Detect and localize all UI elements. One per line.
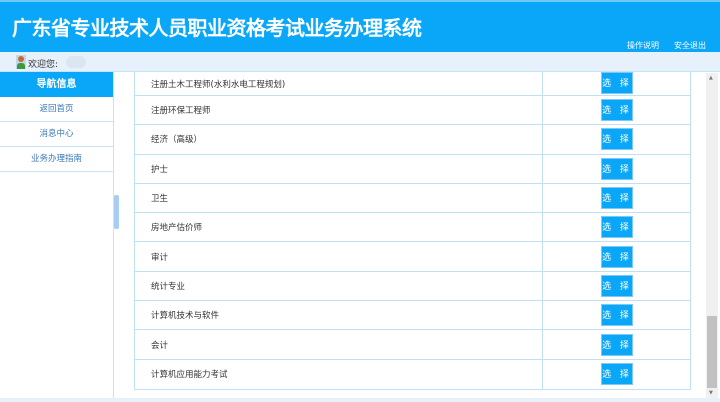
select-button[interactable]: 选 择 (601, 157, 633, 180)
sidebar: 导航信息 返回首页 消息中心 业务办理指南 (0, 72, 114, 398)
sidebar-collapse-handle[interactable] (114, 195, 119, 229)
column-divider (542, 125, 543, 154)
sidebar-item-guide[interactable]: 业务办理指南 (0, 147, 113, 172)
exam-name: 经济（高级） (151, 135, 203, 146)
exam-name: 护士 (151, 164, 169, 175)
scrollbar-thumb[interactable] (707, 316, 717, 388)
select-button[interactable]: 选 择 (601, 333, 633, 356)
logout-link[interactable]: 安全退出 (674, 41, 706, 50)
welcome-label: 欢迎您: (28, 60, 59, 70)
page-title: 广东省专业技术人员职业资格考试业务办理系统 (12, 16, 422, 40)
column-divider (542, 72, 543, 95)
user-avatar-icon (16, 55, 26, 69)
select-button[interactable]: 选 择 (601, 72, 633, 94)
column-divider (542, 96, 543, 125)
username-blurred (66, 56, 86, 68)
select-button[interactable]: 选 择 (601, 363, 633, 386)
table-row: 注册土木工程师(水利水电工程规划) 选 择 (135, 72, 690, 96)
table-row: 审计 选 择 (135, 242, 690, 272)
select-button[interactable]: 选 择 (601, 187, 633, 210)
exam-name: 会计 (151, 340, 169, 351)
exam-name: 计算机技术与软件 (151, 311, 220, 322)
select-button[interactable]: 选 择 (601, 304, 633, 327)
help-link[interactable]: 操作说明 (627, 41, 659, 50)
scroll-up-icon[interactable]: ▲ (709, 75, 713, 81)
select-button[interactable]: 选 择 (601, 274, 633, 297)
table-row: 统计专业 选 择 (135, 271, 690, 302)
select-button[interactable]: 选 择 (601, 128, 633, 151)
column-divider (542, 271, 543, 301)
sidebar-item-messages[interactable]: 消息中心 (0, 122, 113, 147)
footer-strip (0, 398, 720, 402)
table-row: 经济（高级） 选 择 (135, 125, 690, 155)
table-row: 计算机应用能力考试 选 择 (135, 359, 690, 389)
column-divider (542, 154, 543, 183)
scrollbar[interactable]: ▲ ▼ (706, 73, 718, 398)
table-row: 注册环保工程师 选 择 (135, 96, 690, 126)
exam-name: 卫生 (151, 194, 169, 205)
exam-table: 注册土木工程师(水利水电工程规划) 选 择注册环保工程师选 择经济（高级）选 择护… (134, 72, 691, 390)
column-divider (542, 359, 543, 389)
select-button[interactable]: 选 择 (601, 245, 633, 268)
column-divider (542, 213, 543, 242)
table-row: 护士 选 择 (135, 154, 690, 184)
header: 广东省专业技术人员职业资格考试业务办理系统 操作说明 安全退出 (0, 0, 720, 52)
exam-name: 注册土木工程师(水利水电工程规划) (151, 79, 286, 90)
column-divider (542, 301, 543, 330)
exam-name: 注册环保工程师 (151, 106, 211, 117)
column-divider (542, 242, 543, 271)
exam-name: 统计专业 (151, 281, 186, 292)
select-button[interactable]: 选 择 (601, 99, 633, 122)
select-button[interactable]: 选 择 (601, 216, 633, 239)
exam-name: 计算机应用能力考试 (151, 370, 228, 381)
table-row: 房地产估价师 选 择 (135, 213, 690, 243)
welcome-bar: 欢迎您: (0, 52, 720, 72)
table-row: 卫生 选 择 (135, 183, 690, 214)
exam-name: 房地产估价师 (151, 223, 203, 234)
column-divider (542, 330, 543, 359)
nav-title: 导航信息 (0, 72, 113, 97)
scroll-down-icon[interactable]: ▼ (709, 390, 713, 396)
sidebar-item-home[interactable]: 返回首页 (0, 97, 113, 122)
table-row: 计算机技术与软件 选 择 (135, 301, 690, 331)
exam-name: 审计 (151, 252, 169, 263)
table-row: 会计 选 择 (135, 330, 690, 360)
column-divider (542, 183, 543, 213)
